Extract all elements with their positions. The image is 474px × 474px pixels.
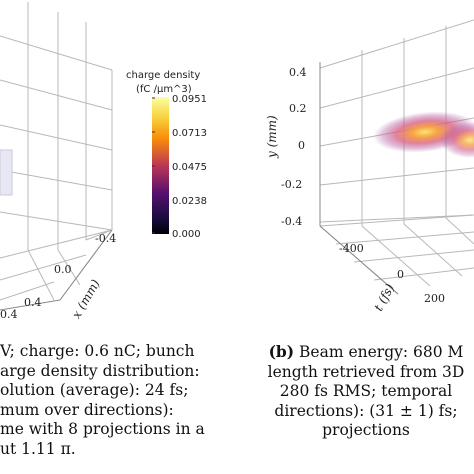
panel-a-colorbar: charge density (fC /µm^3) 0.0951 0.0713 …: [126, 70, 207, 240]
colorbar-tick-4: 0.0238: [172, 196, 207, 207]
panel-b-beam-density: [373, 111, 474, 158]
panel-a-x-tick-3: 0.4: [24, 296, 42, 309]
panel-b-t-tick-2: 0: [397, 268, 404, 281]
panel-a-caption: V; charge: 0.6 nC; bunch arge density di…: [0, 342, 240, 459]
colorbar-gradient: [152, 97, 169, 234]
colorbar-unit: (fC /µm^3): [136, 84, 192, 95]
colorbar-tick-min: 0.000: [172, 229, 201, 240]
panel-b-y-tick-1: 0.4: [289, 66, 307, 79]
panel-b-caption: (b) Beam energy: 680 M length retrieved …: [258, 342, 474, 441]
panel-b-t-tick-3: 200: [424, 292, 445, 305]
panel-a-plot: [0, 2, 113, 311]
panel-a-left-tick: 0.4: [0, 308, 18, 321]
colorbar-tick-max: 0.0951: [172, 94, 207, 105]
panel-b-y-axis-label: y (mm): [265, 115, 279, 159]
caption-a-line: V; charge: 0.6 nC; bunch: [0, 342, 195, 360]
panel-b-y-tick-4: -0.2: [281, 178, 302, 191]
caption-b-line: projections: [322, 421, 410, 439]
panel-a-x-axis-label: x (mm): [69, 277, 103, 321]
caption-a-line: ut 1.11 π.: [0, 439, 76, 458]
panel-a-x-tick-2: 0.0: [54, 263, 72, 276]
caption-a-line: olution (average): 24 fs;: [0, 381, 189, 399]
caption-b-line: directions): (31 ± 1) fs;: [274, 401, 458, 420]
caption-b-line: length retrieved from 3D: [267, 362, 465, 381]
caption-a-line: me with 8 projections in a: [0, 420, 205, 438]
caption-b-line: (b) Beam energy: 680 M: [268, 342, 464, 361]
caption-a-line: arge density distribution:: [0, 361, 200, 380]
panel-a-x-tick-1: -0.4: [95, 232, 116, 245]
panel-b-y-tick-5: -0.4: [281, 215, 302, 228]
panel-a-back-wall-grid: [0, 2, 113, 250]
colorbar-tick-2: 0.0713: [172, 128, 207, 139]
colorbar-tick-3: 0.0475: [172, 162, 207, 173]
panel-b-floor-grid: [319, 214, 474, 295]
caption-b-line: 280 fs RMS; temporal: [279, 382, 453, 400]
panel-b-t-axis-label: t (fs): [371, 281, 397, 313]
caption-b-label: (b): [268, 342, 295, 361]
panel-b-y-tick-3: 0: [298, 139, 305, 152]
caption-a-line: mum over directions):: [0, 400, 174, 419]
colorbar-title: charge density: [126, 70, 200, 81]
panel-b-t-tick-1: -400: [339, 242, 364, 255]
panel-b-y-tick-2: 0.2: [289, 102, 307, 115]
